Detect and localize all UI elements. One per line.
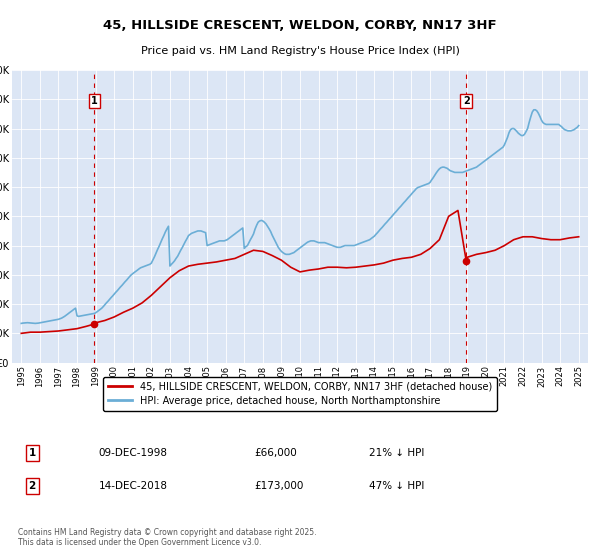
- Text: 09-DEC-1998: 09-DEC-1998: [98, 448, 167, 458]
- Text: 47% ↓ HPI: 47% ↓ HPI: [369, 480, 424, 491]
- Legend: 45, HILLSIDE CRESCENT, WELDON, CORBY, NN17 3HF (detached house), HPI: Average pr: 45, HILLSIDE CRESCENT, WELDON, CORBY, NN…: [103, 377, 497, 410]
- Text: 1: 1: [91, 96, 98, 106]
- Text: £66,000: £66,000: [254, 448, 296, 458]
- Text: Price paid vs. HM Land Registry's House Price Index (HPI): Price paid vs. HM Land Registry's House …: [140, 46, 460, 56]
- Text: 1: 1: [29, 448, 36, 458]
- Text: 2: 2: [463, 96, 470, 106]
- Text: Contains HM Land Registry data © Crown copyright and database right 2025.
This d: Contains HM Land Registry data © Crown c…: [18, 528, 316, 547]
- Text: 2: 2: [29, 480, 36, 491]
- Text: 45, HILLSIDE CRESCENT, WELDON, CORBY, NN17 3HF: 45, HILLSIDE CRESCENT, WELDON, CORBY, NN…: [103, 20, 497, 32]
- Text: £173,000: £173,000: [254, 480, 303, 491]
- Text: 21% ↓ HPI: 21% ↓ HPI: [369, 448, 424, 458]
- Text: 14-DEC-2018: 14-DEC-2018: [98, 480, 167, 491]
